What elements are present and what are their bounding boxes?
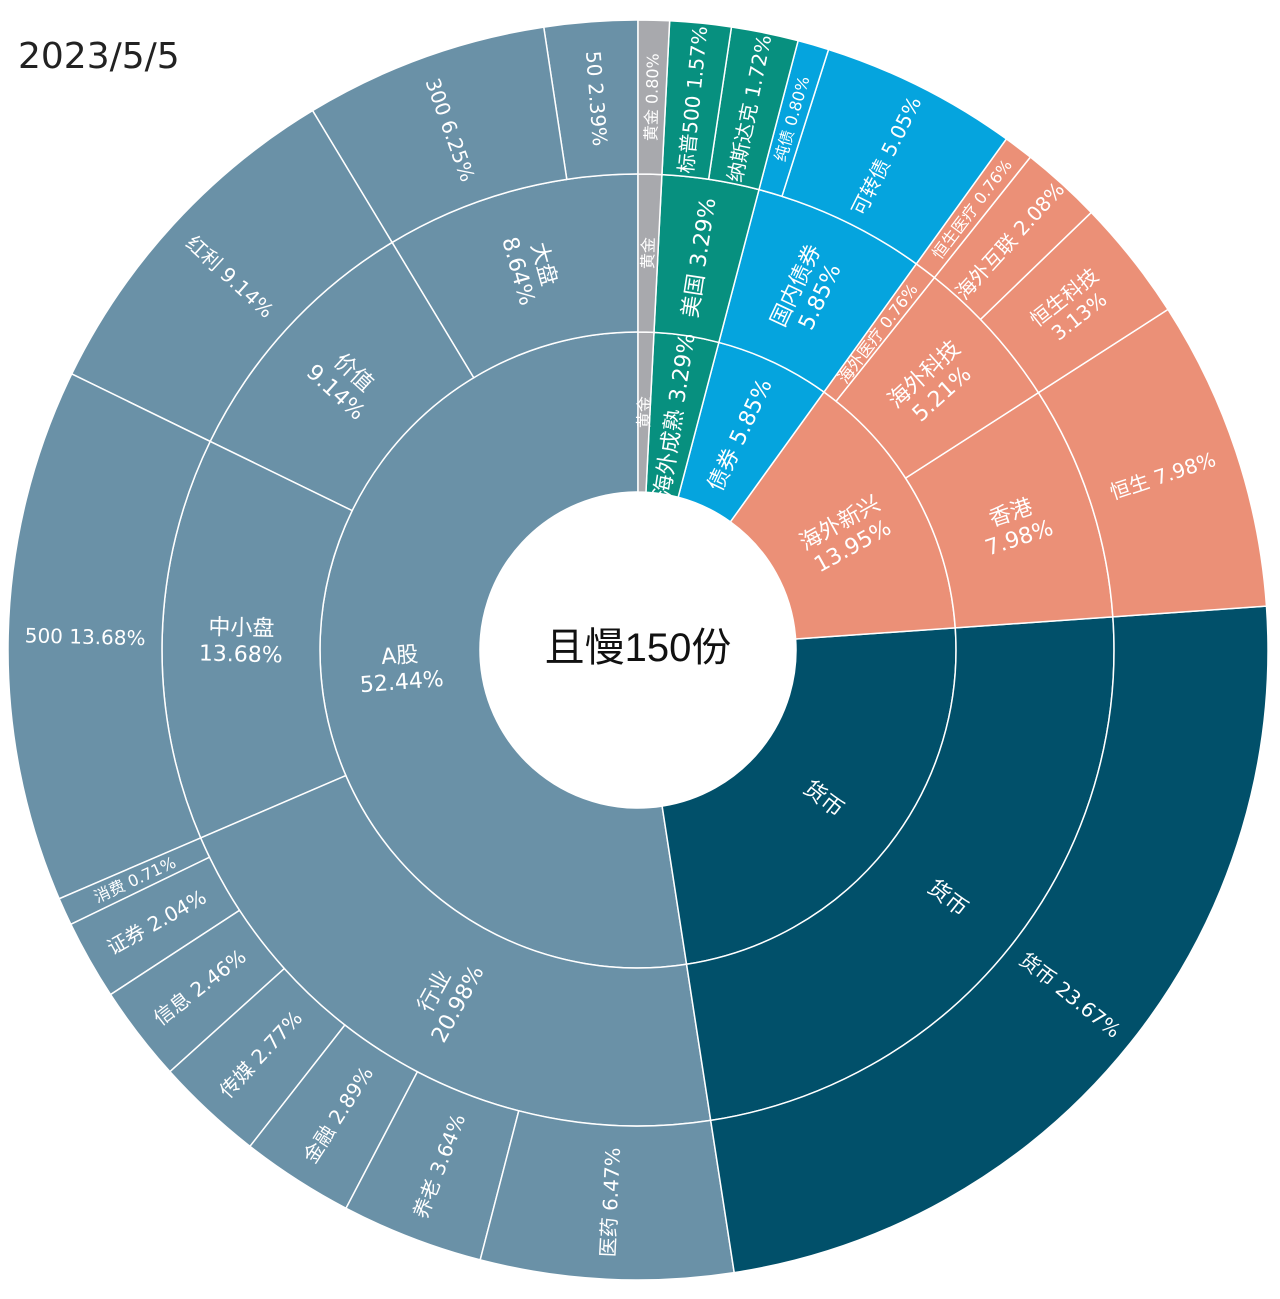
inner-label-5: 黄金: [634, 396, 654, 428]
outer-segment-8: [248, 1023, 419, 1210]
sunburst-arcs: [7, 19, 1269, 1281]
outer-segment-18: [707, 26, 800, 191]
outer-segment-17: [758, 39, 830, 198]
outer-segment-20: [637, 19, 671, 176]
outer-segment-16: [781, 48, 1008, 265]
middle-label-2: 中小盘13.68%: [199, 615, 284, 668]
inner-label-0: A股52.44%: [357, 641, 445, 699]
outer-label-3: 500 13.68%: [24, 623, 145, 650]
outer-segment-6: [109, 909, 286, 1073]
outer-segment-19: [661, 20, 733, 181]
chart-date: 2023/5/5: [18, 36, 180, 77]
outer-segment-7: [168, 967, 346, 1148]
outer-label-20: 黄金 0.80%: [641, 53, 662, 141]
outer-segment-2: [70, 109, 394, 443]
outer-segment-1: [311, 26, 568, 244]
outer-segment-15: [915, 137, 1032, 279]
outer-segment-13: [979, 211, 1170, 394]
middle-label-10: 黄金: [638, 237, 658, 269]
outer-segment-10: [479, 1109, 736, 1281]
outer-segment-4: [58, 836, 211, 926]
outer-segment-3: [7, 372, 212, 900]
outer-segment-9: [344, 1070, 520, 1261]
outer-segment-14: [933, 156, 1093, 321]
center-hole: [480, 492, 796, 808]
outer-segment-11: [709, 605, 1269, 1274]
center-label: 且慢150份: [545, 626, 732, 670]
outer-segment-12: [1037, 308, 1268, 618]
outer-label-10: 医药 6.47%: [596, 1147, 625, 1258]
outer-segment-5: [69, 856, 241, 996]
